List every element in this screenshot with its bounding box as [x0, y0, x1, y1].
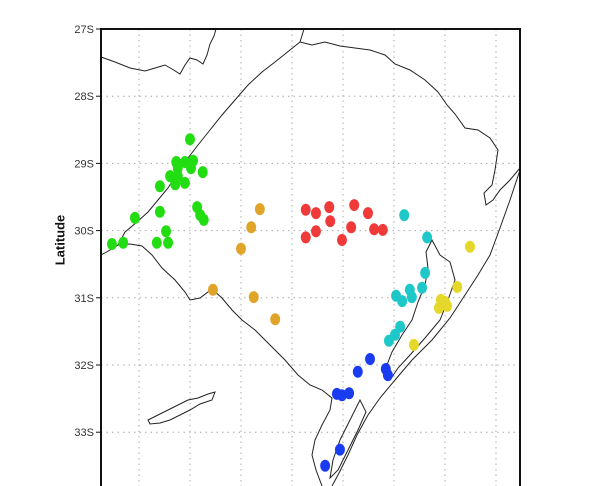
station-point-orange	[254, 203, 265, 216]
y-tick-label: 27S	[74, 24, 94, 36]
station-points	[106, 133, 475, 472]
station-point-red	[310, 225, 321, 238]
station-point-orange	[207, 283, 218, 296]
y-tick-label: 30S	[74, 226, 94, 238]
station-point-green	[179, 176, 190, 189]
station-point-green	[129, 211, 140, 224]
station-point-red	[349, 199, 360, 212]
station-point-green	[151, 236, 162, 249]
northwest-border	[100, 28, 217, 75]
y-tick-label: 32S	[74, 360, 94, 372]
state-border-north-west	[299, 28, 521, 206]
station-point-red	[310, 207, 321, 220]
y-axis-ticks: 27S 28S 29S 30S 31S 32S 33S	[74, 24, 101, 439]
station-point-red	[324, 201, 335, 214]
station-point-orange	[236, 242, 246, 255]
station-point-green	[198, 213, 209, 226]
station-point-blue	[320, 459, 331, 472]
station-point-cyan	[397, 295, 408, 308]
station-point-red	[300, 231, 311, 244]
station-point-cyan	[422, 231, 433, 244]
state-outline	[100, 28, 521, 486]
station-point-green	[154, 205, 165, 218]
station-point-blue	[382, 369, 393, 382]
station-point-blue	[344, 387, 355, 400]
uruguay-river-lake	[147, 391, 216, 425]
y-tick-label: 31S	[74, 293, 94, 305]
y-tick-label: 29S	[74, 158, 94, 170]
station-point-red	[369, 223, 380, 236]
station-point-cyan	[420, 266, 431, 279]
coastline	[331, 169, 521, 486]
y-axis-label: Latitude	[52, 214, 68, 266]
y-tick-label: 33S	[74, 427, 94, 439]
grid-lines	[101, 29, 520, 486]
station-point-blue	[334, 443, 345, 456]
station-point-green	[161, 225, 172, 238]
station-point-orange	[246, 221, 257, 234]
plot-frame	[100, 28, 521, 486]
station-point-green	[154, 180, 165, 193]
station-point-red	[362, 207, 373, 220]
station-point-cyan	[383, 334, 394, 347]
station-point-red	[336, 234, 347, 247]
station-point-green	[185, 133, 195, 146]
lagoon-mirim	[329, 398, 367, 480]
station-point-red	[300, 203, 311, 216]
station-point-blue	[365, 352, 376, 365]
station-point-green	[170, 178, 181, 191]
station-point-blue	[352, 365, 363, 378]
station-point-yellow	[408, 338, 419, 351]
station-point-red	[377, 223, 388, 236]
station-point-cyan	[417, 281, 428, 294]
station-point-green	[163, 236, 174, 249]
station-point-green	[197, 166, 208, 179]
station-point-cyan	[399, 209, 410, 222]
station-point-red	[325, 215, 336, 228]
station-point-green	[106, 238, 117, 251]
station-point-cyan	[406, 291, 417, 304]
station-point-yellow	[452, 281, 463, 294]
station-point-yellow	[464, 240, 475, 253]
station-point-yellow	[442, 299, 453, 312]
station-point-orange	[248, 291, 259, 304]
station-point-red	[346, 221, 357, 234]
station-point-green	[186, 162, 197, 175]
station-point-orange	[270, 313, 281, 326]
y-tick-label: 28S	[74, 91, 94, 103]
southwest-border	[117, 243, 333, 486]
station-point-green	[118, 236, 129, 249]
station-point-yellow	[433, 301, 444, 314]
